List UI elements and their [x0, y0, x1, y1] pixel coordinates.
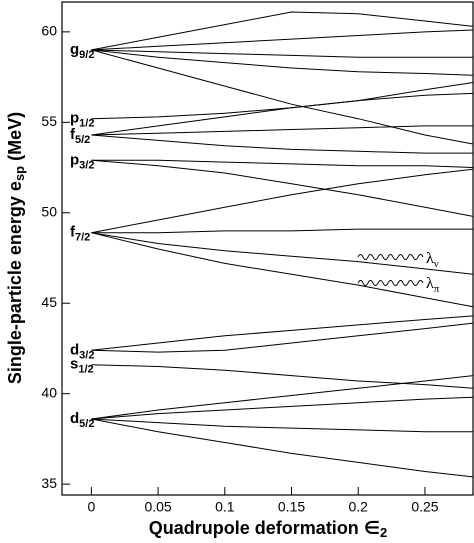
y-tick-label: 50 [41, 203, 57, 219]
level-letter: f [70, 224, 76, 241]
level-line [91, 29, 474, 51]
level-sub: 5/2 [75, 134, 90, 146]
x-tick-label: 0.15 [278, 499, 305, 515]
level-line [91, 375, 474, 420]
level-sub: 3/2 [79, 159, 94, 171]
level-letter: f [70, 126, 76, 143]
y-tick-label: 60 [41, 23, 57, 39]
level-sub: 3/2 [79, 349, 94, 361]
level-line [91, 159, 474, 168]
annotation-sub: ν [434, 258, 439, 270]
level-label: p1/2 [70, 110, 94, 130]
annotation-text: λ [426, 275, 434, 292]
wavy-line [357, 280, 424, 286]
level-label: g9/2 [70, 41, 94, 61]
x-tick-label: 0.25 [411, 499, 438, 515]
level-line [91, 232, 474, 308]
level-line [91, 159, 474, 217]
level-line [91, 322, 474, 353]
x-tick-label: 0.2 [349, 499, 369, 515]
level-letter: s [70, 356, 78, 373]
level-line [91, 232, 474, 275]
level-line [91, 418, 474, 478]
level-line [91, 49, 474, 145]
level-line [91, 364, 474, 389]
x-label-sub: 2 [380, 525, 387, 540]
y-tick-label: 40 [41, 384, 57, 400]
x-tick-label: 0 [87, 499, 95, 515]
y-tick-label: 45 [41, 294, 57, 310]
annotation: λν [426, 250, 439, 270]
level-sub: 7/2 [75, 232, 90, 244]
x-axis-label: Quadrupole deformation ∈2 [149, 518, 387, 541]
level-label: d3/2 [70, 341, 94, 361]
level-line [91, 418, 473, 433]
level-line [91, 11, 474, 51]
level-letter: p [70, 110, 79, 127]
annotation: λπ [426, 275, 440, 295]
level-line [91, 125, 473, 136]
level-sub: 1/2 [79, 118, 94, 130]
y-axis-label: Single-particle energy esp (MeV) [5, 112, 28, 384]
level-line [91, 82, 474, 120]
level-line [91, 49, 473, 58]
level-sub: 5/2 [79, 418, 94, 430]
level-letter: p [70, 151, 79, 168]
level-label: d5/2 [70, 410, 94, 430]
level-letter: d [70, 341, 79, 358]
level-line [91, 315, 474, 351]
level-label: f7/2 [70, 224, 90, 244]
x-label-text: Quadrupole deformation ∈ [149, 518, 380, 538]
level-line [91, 92, 474, 136]
level-line [91, 168, 474, 234]
level-letter: d [70, 410, 79, 427]
x-tick-label: 0.1 [215, 499, 235, 515]
level-label: p3/2 [70, 151, 94, 171]
y-label-sub: sp [12, 166, 27, 181]
annotation-sub: π [434, 283, 440, 295]
level-line [91, 228, 473, 234]
level-label: s1/2 [70, 356, 94, 376]
x-tick-label: 0.05 [144, 499, 171, 515]
y-tick-label: 55 [41, 113, 57, 129]
wavy-line [357, 254, 424, 260]
y-label-text: Single-particle energy e [5, 181, 25, 384]
level-line [91, 49, 474, 76]
level-label: f5/2 [70, 126, 90, 146]
level-line [91, 396, 474, 420]
plot-frame [61, 1, 474, 496]
level-letter: g [70, 41, 79, 58]
level-line [91, 134, 473, 154]
y-tick-label: 35 [41, 475, 57, 491]
level-sub: 1/2 [78, 364, 93, 376]
y-label-tail: (MeV) [5, 112, 25, 166]
level-sub: 9/2 [79, 49, 94, 61]
annotation-text: λ [426, 250, 434, 267]
